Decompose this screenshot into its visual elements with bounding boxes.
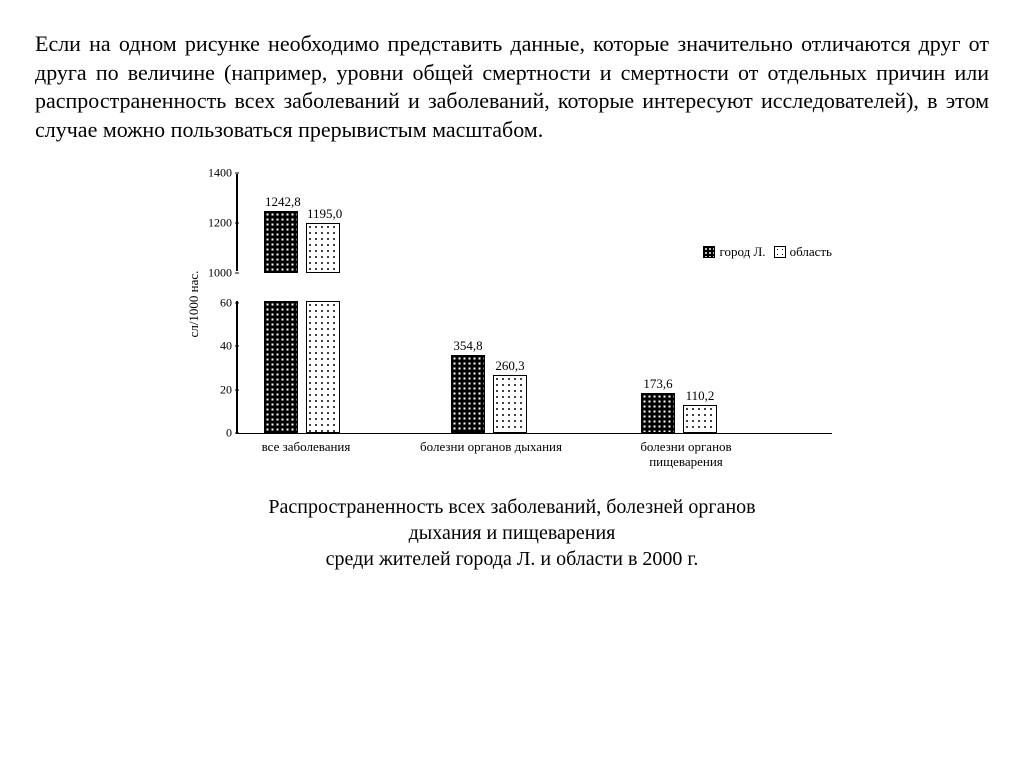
axis-break [232, 271, 242, 301]
ytick: 0 [192, 426, 232, 441]
chart-container: сл/1000 нас. 0 20 40 60 1000 1200 1400 1… [192, 174, 832, 434]
ytick: 20 [192, 383, 232, 398]
bar-chart: сл/1000 нас. 0 20 40 60 1000 1200 1400 1… [236, 174, 832, 434]
legend-swatch-city [703, 246, 715, 258]
caption-line: дыхания и пищеварения [35, 520, 989, 546]
category-label: болезни органов пищеварения [606, 440, 766, 469]
bar-city: 354,8 [451, 355, 485, 433]
bar-region: 1195,0 [306, 223, 340, 433]
legend-label: город Л. [719, 244, 765, 260]
bar-value: 354,8 [452, 338, 484, 354]
bar-value: 1195,0 [307, 206, 339, 222]
ytick: 1200 [192, 216, 232, 231]
chart-caption: Распространенность всех заболеваний, бол… [35, 494, 989, 572]
bar-break [306, 272, 340, 302]
bar-region: 110,2 [683, 405, 717, 433]
bar-city: 173,6 [641, 393, 675, 433]
category-label: болезни органов дыхания [396, 440, 586, 454]
bar-value: 110,2 [684, 388, 716, 404]
ytick: 1000 [192, 266, 232, 281]
ytick: 60 [192, 296, 232, 311]
bar-break [264, 272, 298, 302]
legend-swatch-region [774, 246, 786, 258]
slide: Если на одном рисунке необходимо предста… [0, 0, 1024, 592]
ytick: 1400 [192, 166, 232, 181]
legend: город Л. область [703, 244, 832, 260]
caption-line: Распространенность всех заболеваний, бол… [35, 494, 989, 520]
bar-value: 260,3 [494, 358, 526, 374]
category-label: все заболевания [236, 440, 376, 454]
bar-value: 173,6 [642, 376, 674, 392]
y-axis [236, 174, 238, 433]
legend-label: область [790, 244, 832, 260]
bar-region: 260,3 [493, 375, 527, 433]
intro-paragraph: Если на одном рисунке необходимо предста… [35, 30, 989, 144]
bar-city: 1242,8 [264, 211, 298, 433]
ytick: 40 [192, 339, 232, 354]
bar-value: 1242,8 [265, 194, 297, 210]
caption-line: среди жителей города Л. и области в 2000… [35, 546, 989, 572]
